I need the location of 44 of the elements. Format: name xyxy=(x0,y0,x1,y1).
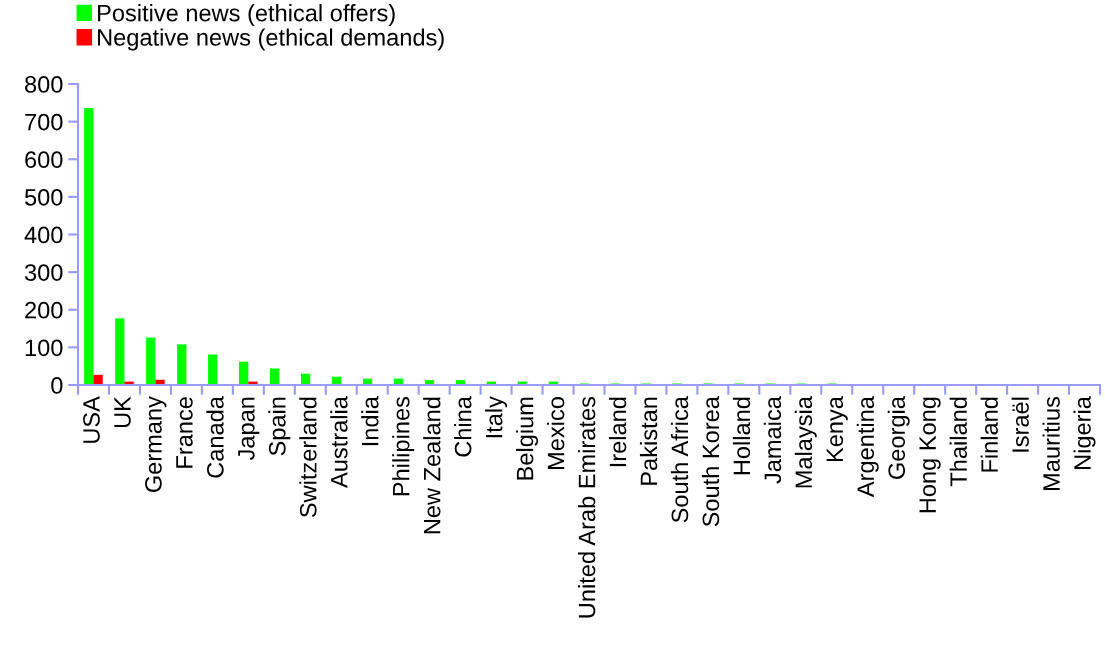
y-tick-label: 300 xyxy=(24,264,63,281)
x-tick-label: United Arab Emirates xyxy=(577,396,596,618)
y-tick-label: 200 xyxy=(25,301,63,319)
x-tick-label: Canada xyxy=(206,396,224,478)
x-tick-label: South Africa xyxy=(670,396,689,523)
x-tick-label: Spain xyxy=(268,397,291,456)
x-tick-label: UK xyxy=(114,396,131,428)
x-tick-label: Jamaica xyxy=(763,396,782,484)
x-tick-label: Malaysia xyxy=(794,396,817,488)
x-tick-label: Pakistan xyxy=(639,397,658,485)
x-tick-label: Thailand xyxy=(949,397,967,487)
x-tick-label: South Korea xyxy=(701,396,720,527)
x-tick-label: Hong Kong xyxy=(919,397,941,513)
x-tick-label: Nigeria xyxy=(1073,396,1096,469)
x-tick-label: China xyxy=(454,396,472,457)
x-tick-label: Australia xyxy=(330,396,348,488)
x-tick-label: India xyxy=(361,396,379,446)
x-tick-label: Italy xyxy=(485,396,508,438)
x-tick-label: Mauritius xyxy=(1042,396,1060,490)
x-tick-label: Switzerland xyxy=(299,397,317,518)
x-tick-label: Japan xyxy=(238,397,260,461)
x-tick-label: Georgia xyxy=(887,396,910,479)
x-tick-label: New Zealand xyxy=(423,397,441,534)
x-tick-label: Israël xyxy=(1011,397,1029,452)
x-tick-label: Philipines xyxy=(392,396,415,496)
y-tick-label: 500 xyxy=(24,188,63,206)
x-tick-label: France xyxy=(176,397,193,468)
x-tick-label: Ireland xyxy=(608,397,627,467)
legend-label: Positive news (ethical offers) xyxy=(98,4,395,27)
y-tick-label: 100 xyxy=(25,339,63,357)
x-tick-label: Belgium xyxy=(516,397,539,480)
x-tick-label: Argentina xyxy=(856,396,879,498)
x-tick-label: Finland xyxy=(980,397,998,472)
y-tick-label: 800 xyxy=(25,76,63,93)
x-tick-label: USA xyxy=(83,396,100,443)
y-tick-label: 400 xyxy=(24,226,63,244)
legend-label: Negative news (ethical demands) xyxy=(98,28,444,51)
y-tick-label: 600 xyxy=(25,151,63,169)
x-tick-label: Kenya xyxy=(826,396,848,462)
x-tick-label: Germany xyxy=(145,396,167,493)
y-tick-label: 700 xyxy=(25,113,63,131)
x-tick-label: Mexico xyxy=(547,397,565,469)
x-tick-label: Holland xyxy=(732,397,751,475)
y-tick-label: 0 xyxy=(51,377,63,394)
